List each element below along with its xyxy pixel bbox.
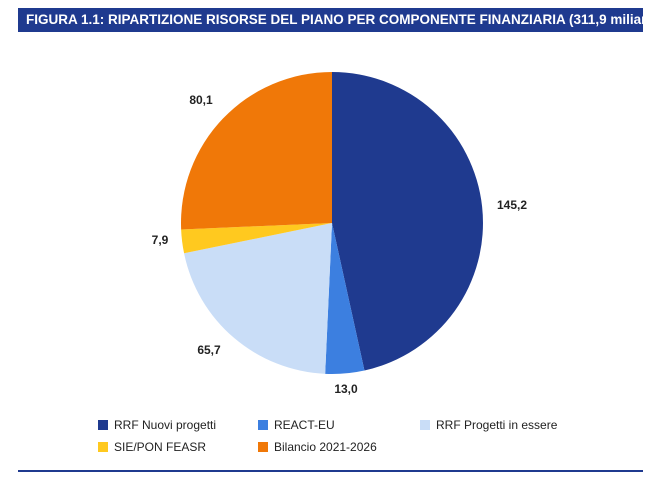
legend-label: REACT-EU [274,418,335,432]
legend-swatch [420,420,430,430]
bottom-rule [18,470,643,472]
legend-swatch [258,420,268,430]
pie-slice-bilancio-2021-2026 [181,72,332,230]
legend-label: RRF Nuovi progetti [114,418,217,432]
data-label-sie-pon-feasr: 7,9 [152,233,169,247]
legend-swatch [258,442,268,452]
legend-label: RRF Progetti in essere [436,418,558,432]
data-label-bilancio-2021-2026: 80,1 [189,93,213,107]
pie-slice-sie-pon-feasr [181,223,332,254]
legend-swatch [98,420,108,430]
legend-item-rrf-nuovi-progetti: RRF Nuovi progetti [98,418,216,432]
data-label-react-eu: 13,0 [334,382,358,396]
pie-slice-rrf-progetti-in-essere [184,223,332,374]
chart-title: FIGURA 1.1: RIPARTIZIONE RISORSE DEL PIA… [18,8,656,32]
legend-item-react-eu: REACT-EU [258,418,335,432]
pie-slice-react-eu [325,223,365,374]
legend-label: Bilancio 2021-2026 [274,440,377,454]
pie-slice-rrf-nuovi-progetti [332,72,483,371]
data-label-rrf-nuovi-progetti: 145,2 [497,198,527,212]
legend-item-rrf-progetti-in-essere: RRF Progetti in essere [420,418,557,432]
data-label-rrf-progetti-in-essere: 65,7 [197,343,221,357]
legend-item-sie-pon-feasr: SIE/PON FEASR [98,440,206,454]
legend-label: SIE/PON FEASR [114,440,207,454]
legend-swatch [98,442,108,452]
legend-item-bilancio-2021-2026: Bilancio 2021-2026 [258,440,377,454]
